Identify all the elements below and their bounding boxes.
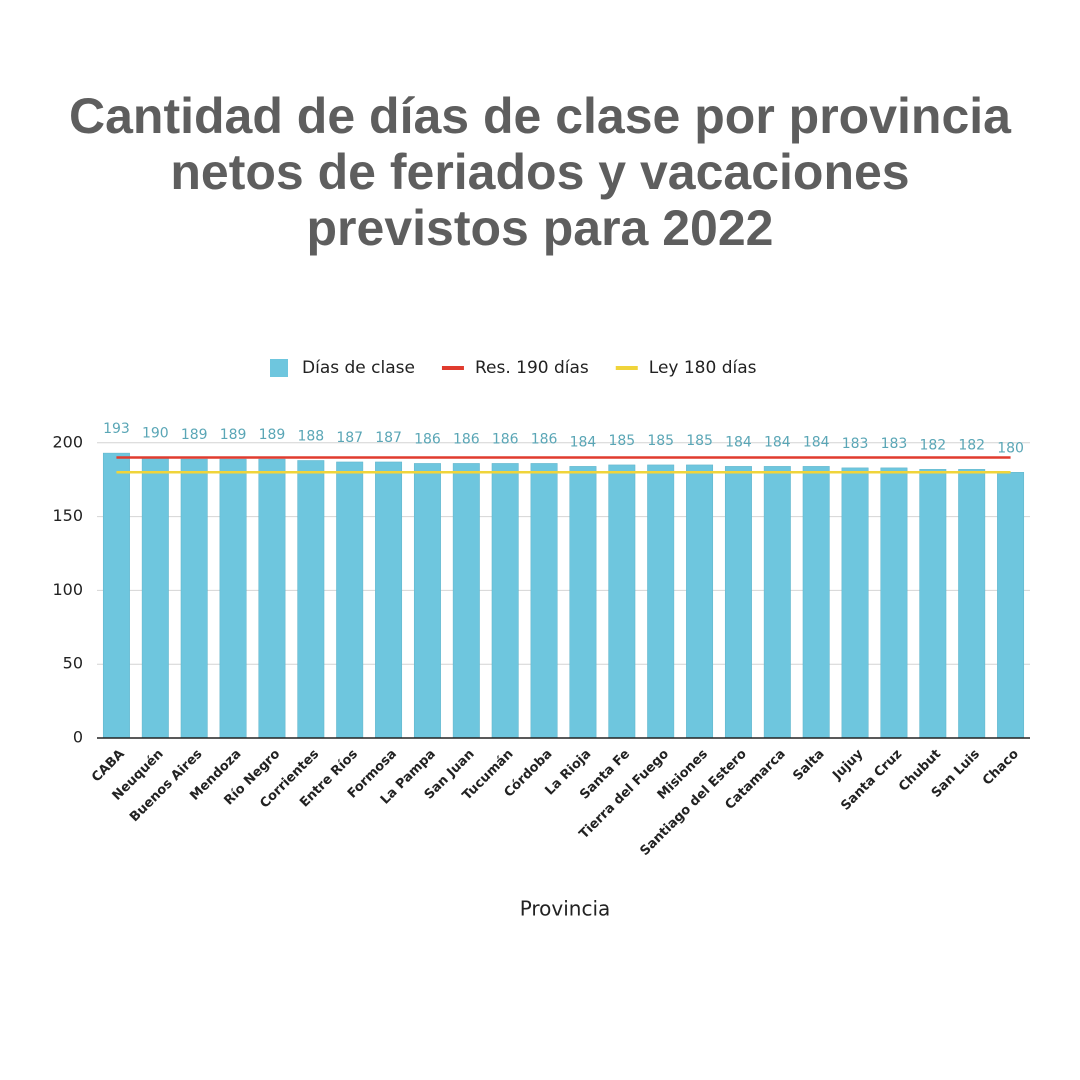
data-label: 185 [647,433,674,449]
data-label: 186 [531,431,558,447]
chart-title: Cantidad de días de clase por provincia … [69,88,1011,256]
data-label: 184 [803,434,830,450]
bar [180,458,208,739]
bar [686,464,714,739]
y-tick-label: 200 [52,432,83,451]
data-label: 184 [725,434,752,450]
data-label: 185 [608,433,635,449]
data-label: 182 [919,437,946,453]
bar [413,463,441,739]
y-tick-label: 100 [52,580,83,599]
legend-label: Días de clase [302,358,415,378]
x-tick-label: Chaco [980,747,1022,789]
legend-swatch [270,359,288,377]
bar [452,463,480,739]
y-tick-label: 0 [73,728,83,747]
data-label: 182 [958,437,985,453]
bar [724,466,752,739]
data-label: 180 [997,440,1024,456]
data-label: 193 [103,421,130,437]
bar [880,467,908,739]
data-label: 185 [686,433,713,449]
data-label: 189 [259,427,286,443]
legend-label: Ley 180 días [649,358,757,378]
data-label: 186 [453,431,480,447]
bar [141,457,169,739]
y-tick-label: 150 [52,506,83,525]
x-tick-label: Jujuy [829,746,866,783]
x-tick-label: Salta [790,747,827,784]
bar [919,469,947,739]
bar [336,461,364,739]
bar [958,469,986,739]
bar [608,464,636,739]
data-label: 183 [881,436,908,452]
bar [375,461,403,739]
bar [491,463,519,739]
bar [258,458,286,739]
data-label: 186 [414,431,441,447]
data-label: 183 [842,436,869,452]
bar [219,458,247,739]
data-label: 189 [220,427,247,443]
bar [997,472,1025,739]
bar [102,452,130,739]
data-label: 187 [375,430,402,446]
data-label: 188 [297,428,324,444]
data-label: 189 [181,427,208,443]
data-label: 190 [142,426,169,442]
bar [647,464,675,739]
legend-label: Res. 190 días [475,358,589,378]
bar [569,466,597,739]
bar [763,466,791,739]
data-label: 187 [336,430,363,446]
y-tick-label: 50 [63,654,83,673]
data-label: 184 [764,434,791,450]
bar [802,466,830,739]
data-label: 186 [492,431,519,447]
bar [297,460,325,739]
bar [841,467,869,739]
data-label: 184 [570,434,597,450]
x-axis-title: Provincia [520,897,611,921]
bar [530,463,558,739]
